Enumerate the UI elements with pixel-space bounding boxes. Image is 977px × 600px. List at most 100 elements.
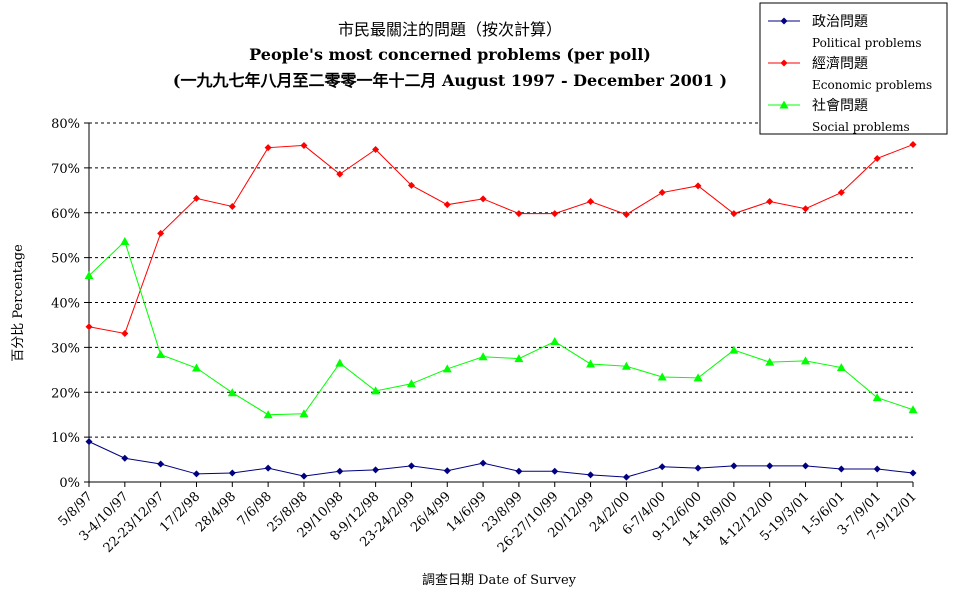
data-point xyxy=(336,467,344,475)
data-point xyxy=(657,372,667,381)
data-point xyxy=(121,454,129,462)
data-point xyxy=(908,405,918,414)
data-point xyxy=(730,462,738,470)
data-point xyxy=(479,459,487,467)
data-point xyxy=(85,438,93,446)
data-point xyxy=(227,388,237,397)
data-point xyxy=(406,379,416,388)
data-point xyxy=(443,201,451,209)
series-3 xyxy=(84,236,918,419)
series-line xyxy=(88,240,914,416)
data-point xyxy=(192,194,200,202)
data-point xyxy=(372,145,380,153)
axes xyxy=(84,122,914,487)
data-point xyxy=(299,409,309,418)
chart-title-zh: 市民最關注的問題（按次計算） xyxy=(338,20,562,39)
data-point xyxy=(730,210,738,218)
data-point xyxy=(407,462,415,470)
data-point xyxy=(837,465,845,473)
legend-label-en: Social problems xyxy=(812,120,910,134)
data-point xyxy=(478,352,488,361)
data-point xyxy=(621,361,631,370)
data-point xyxy=(264,464,272,472)
legend-box xyxy=(759,2,948,135)
legend-label: 經濟問題 xyxy=(812,56,868,72)
data-point xyxy=(192,470,200,478)
legend-entry-2: 經濟問題 Economic problems xyxy=(768,56,932,92)
data-point xyxy=(909,141,917,149)
y-tick-label: 10% xyxy=(51,431,80,446)
y-tick-label: 60% xyxy=(51,207,80,222)
legend: 政治問題 Political problems 經濟問題 Economic probl… xyxy=(759,2,948,135)
data-point xyxy=(836,363,846,372)
data-point xyxy=(587,471,595,479)
chart-title-en: People's most concerned problems (per po… xyxy=(249,45,651,64)
data-point xyxy=(837,189,845,197)
data-point xyxy=(551,467,559,475)
data-point xyxy=(909,469,917,477)
x-axis-label: 調查日期 Date of Survey xyxy=(422,573,577,588)
data-point xyxy=(766,462,774,470)
data-point xyxy=(515,467,523,475)
data-point xyxy=(872,393,882,402)
legend-marker xyxy=(780,17,788,25)
y-tick-label: 50% xyxy=(51,252,80,267)
data-point xyxy=(300,472,308,480)
data-point xyxy=(550,337,560,346)
data-point xyxy=(693,373,703,382)
data-point xyxy=(514,354,524,363)
data-point xyxy=(587,198,595,206)
data-point xyxy=(658,189,666,197)
gridlines xyxy=(89,122,913,438)
x-tick-label: 28/4/98 xyxy=(193,489,239,535)
y-tick-label: 70% xyxy=(51,162,80,177)
series-1 xyxy=(85,438,917,481)
data-point xyxy=(372,466,380,474)
data-point xyxy=(551,210,559,218)
data-point xyxy=(515,210,523,218)
legend-label: 政治問題 xyxy=(812,14,868,30)
data-point xyxy=(442,364,452,373)
data-point xyxy=(336,170,344,178)
legend-entry-1: 政治問題 Political problems xyxy=(768,14,921,50)
series-line xyxy=(88,144,914,335)
data-point xyxy=(479,195,487,203)
data-point xyxy=(120,236,130,245)
data-point xyxy=(157,460,165,468)
legend-entry-3: 社會問題 Social problems xyxy=(768,98,910,134)
data-point xyxy=(191,363,201,372)
data-point xyxy=(729,345,739,354)
data-point xyxy=(228,469,236,477)
data-point xyxy=(371,386,381,395)
legend-marker xyxy=(780,59,788,67)
data-point xyxy=(228,202,236,210)
y-tick-label: 30% xyxy=(51,341,80,356)
legend-marker xyxy=(779,100,789,109)
data-point xyxy=(443,467,451,475)
legend-label-en: Political problems xyxy=(812,36,921,50)
data-point xyxy=(156,350,166,359)
data-point xyxy=(694,464,702,472)
y-tick-labels: 0% 10% 20% 30% 40% 50% 60% 70% 80% xyxy=(51,117,80,491)
data-point xyxy=(765,357,775,366)
y-tick-label: 0% xyxy=(59,476,80,491)
x-tick-labels: 5/8/973-4/10/9722-23/12/9717/2/9828/4/98… xyxy=(56,489,920,556)
y-tick-label: 20% xyxy=(51,386,80,401)
data-point xyxy=(407,181,415,189)
data-point xyxy=(622,211,630,219)
data-point xyxy=(85,323,93,331)
data-point xyxy=(802,462,810,470)
series-line xyxy=(88,441,914,478)
series-2 xyxy=(85,141,917,337)
y-tick-label: 40% xyxy=(51,297,80,312)
data-point xyxy=(873,465,881,473)
data-point xyxy=(802,205,810,213)
data-point xyxy=(766,198,774,206)
legend-label: 社會問題 xyxy=(812,98,868,114)
data-point xyxy=(263,410,273,419)
data-point xyxy=(694,182,702,190)
data-point xyxy=(84,271,94,280)
data-point xyxy=(264,144,272,152)
data-point xyxy=(586,359,596,368)
